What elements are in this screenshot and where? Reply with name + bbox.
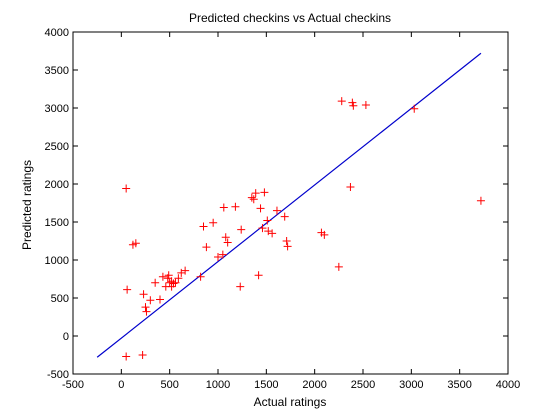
data-point xyxy=(410,104,419,113)
data-point xyxy=(361,100,370,109)
data-point xyxy=(256,204,265,213)
x-tick-label: 500 xyxy=(160,379,178,391)
fit-line xyxy=(96,52,482,358)
data-points xyxy=(122,97,485,361)
data-point xyxy=(142,307,151,316)
y-tick-label: 500 xyxy=(51,293,69,305)
data-point xyxy=(254,271,263,280)
data-point xyxy=(476,196,485,205)
data-point xyxy=(258,224,267,233)
data-point xyxy=(337,97,346,106)
y-tick-label: 2000 xyxy=(45,179,69,191)
data-point xyxy=(249,195,258,204)
data-point xyxy=(164,271,173,280)
x-tick-label: 4000 xyxy=(496,379,520,391)
fit-line-layer xyxy=(96,52,482,358)
data-point xyxy=(138,351,147,359)
x-tick-label: -500 xyxy=(62,379,84,391)
y-tick-label: 2500 xyxy=(45,141,69,153)
data-point xyxy=(151,278,160,287)
data-point xyxy=(214,252,222,261)
data-point xyxy=(122,352,131,361)
data-point xyxy=(236,282,245,291)
y-tick-label: -500 xyxy=(47,369,69,381)
data-point xyxy=(280,212,289,221)
data-point xyxy=(272,206,281,215)
data-point xyxy=(251,189,260,198)
data-point xyxy=(122,184,131,193)
data-point xyxy=(334,262,343,271)
data-point xyxy=(282,237,291,245)
data-point xyxy=(320,230,329,239)
data-point xyxy=(283,242,292,251)
x-tick-label: 1500 xyxy=(254,379,278,391)
data-point xyxy=(218,250,227,259)
x-tick-label: 0 xyxy=(118,379,124,391)
data-point xyxy=(231,202,240,211)
y-tick-label: 3500 xyxy=(45,65,69,77)
data-point xyxy=(169,279,178,288)
data-point xyxy=(139,290,148,299)
x-tick-label: 2500 xyxy=(351,379,375,391)
data-point xyxy=(174,274,183,283)
y-tick-label: 3000 xyxy=(45,103,69,115)
y-axis-label: Predicted ratings xyxy=(20,160,34,250)
chart-title: Predicted checkins vs Actual checkins xyxy=(189,11,391,25)
x-tick-label: 2000 xyxy=(302,379,326,391)
data-point xyxy=(123,285,132,294)
x-tick-label: 1000 xyxy=(206,379,230,391)
x-tick-label: 3000 xyxy=(399,379,423,391)
data-point xyxy=(131,239,140,248)
data-point xyxy=(146,296,155,305)
data-point xyxy=(209,218,218,227)
data-point xyxy=(171,278,180,287)
y-tick-label: 4000 xyxy=(45,27,69,39)
x-axis-ticks: -500 0 500 1000 1500 2000 2500 3000 3500 4000 xyxy=(62,32,520,391)
data-point xyxy=(202,243,211,252)
data-point xyxy=(141,303,150,312)
y-tick-label: 1000 xyxy=(45,255,69,267)
data-point xyxy=(237,225,246,234)
data-point xyxy=(263,216,272,225)
data-point xyxy=(181,266,190,275)
data-point xyxy=(158,272,167,281)
data-point xyxy=(221,233,230,242)
data-point xyxy=(199,222,208,231)
y-tick-label: 0 xyxy=(63,331,69,343)
data-point xyxy=(346,183,355,192)
data-point xyxy=(156,295,164,304)
data-point xyxy=(219,203,228,212)
y-axis-ticks: -500 0 500 1000 1500 2000 2500 3000 3500 4000 xyxy=(45,27,508,381)
x-tick-label: 3500 xyxy=(447,379,471,391)
data-point xyxy=(268,229,277,238)
data-point xyxy=(349,101,358,110)
data-point xyxy=(247,193,256,202)
data-point xyxy=(196,272,205,281)
data-point xyxy=(260,188,269,197)
y-tick-label: 1500 xyxy=(45,217,69,229)
x-axis-label: Actual ratings xyxy=(254,395,327,409)
data-point xyxy=(223,238,232,247)
